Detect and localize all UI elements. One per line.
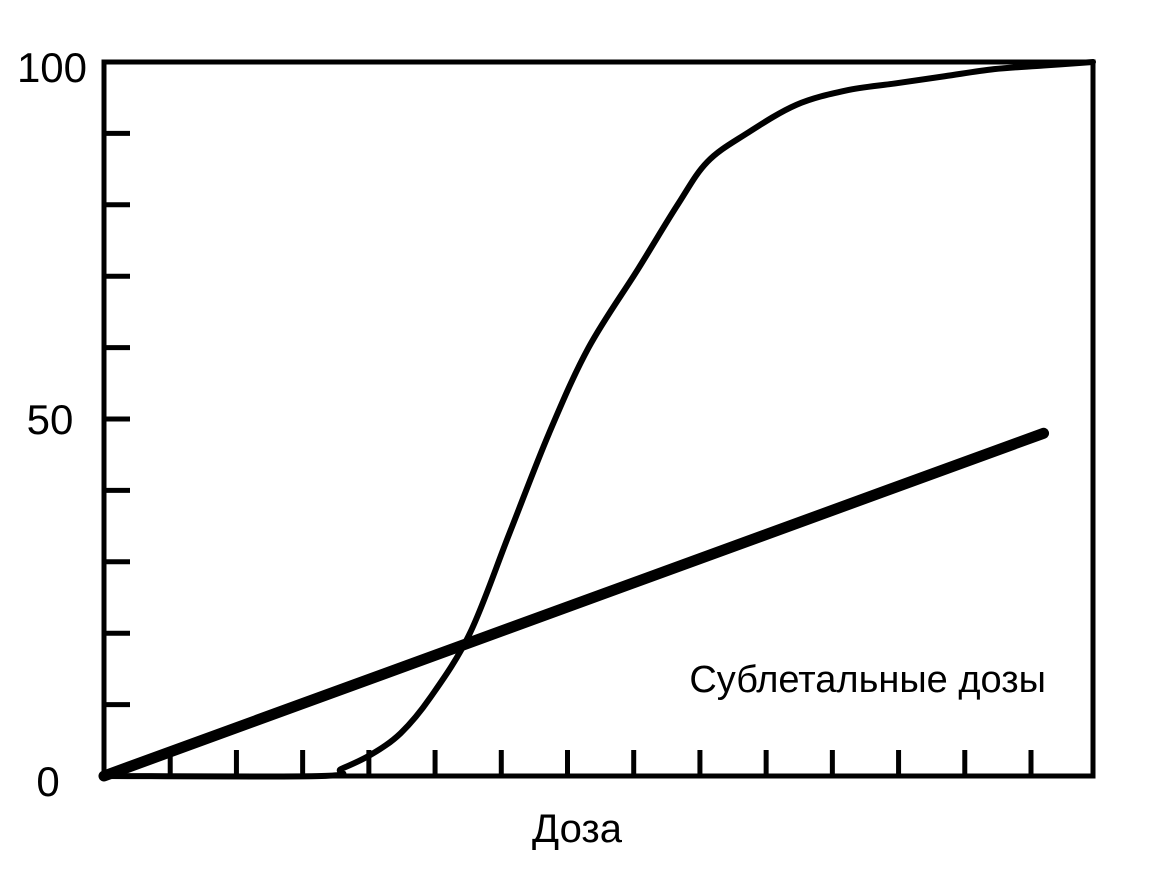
y-tick-label-50: 50: [27, 396, 74, 443]
sublethal-annotation: Сублетальные дозы: [689, 659, 1046, 701]
y-tick-label-100: 100: [17, 44, 87, 91]
sigmoid-curve: [101, 59, 1096, 780]
y-axis-ticks: [102, 130, 130, 708]
y-tick-label-0: 0: [36, 758, 59, 805]
x-axis-title: Доза: [532, 807, 623, 851]
linear-line: [98, 427, 1050, 782]
